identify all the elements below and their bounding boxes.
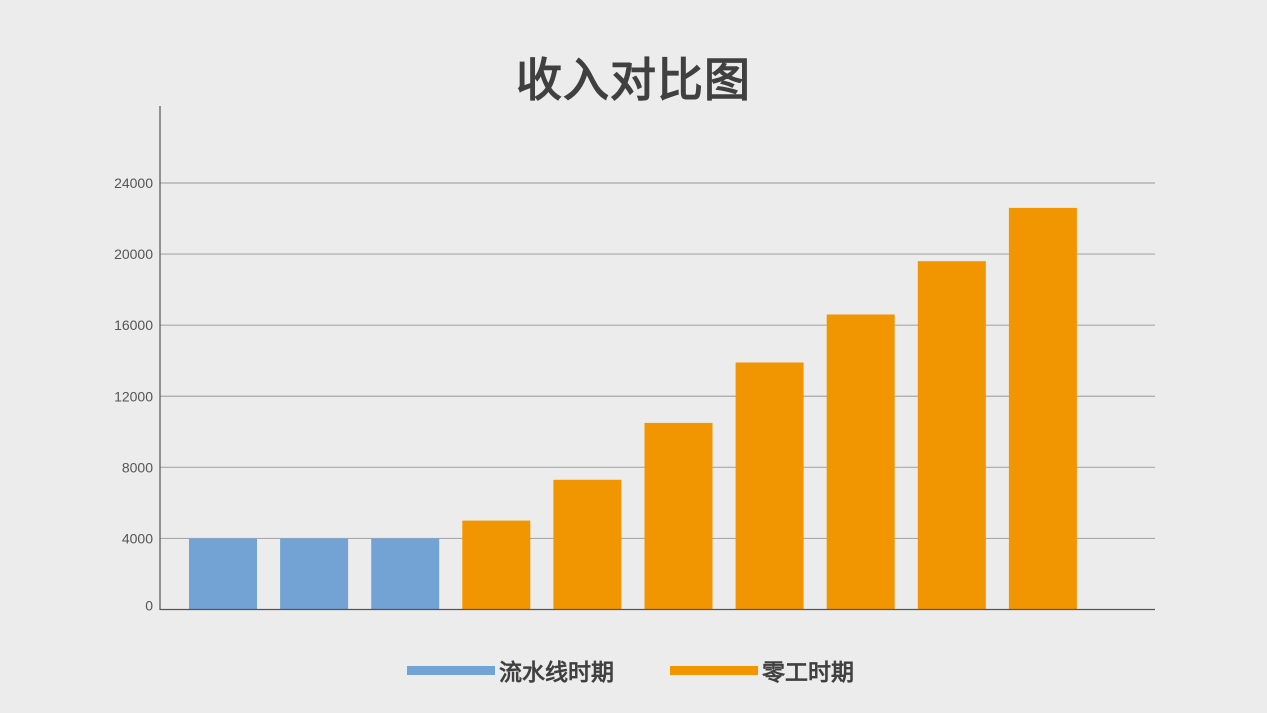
bar-assembly-line-2 xyxy=(280,538,349,610)
legend-item-gig-work: 零工时期 xyxy=(670,652,854,688)
bar-assembly-line-1 xyxy=(189,538,257,610)
legend-swatch-assembly-line xyxy=(407,665,495,675)
bar-gig-work-8 xyxy=(826,314,895,610)
y-tick-label: 0 xyxy=(145,598,153,614)
y-tick-label: 24000 xyxy=(114,175,153,191)
chart-title: 收入对比图 xyxy=(516,53,751,107)
bar-gig-work-4 xyxy=(462,520,531,610)
legend-swatch-gig-work xyxy=(670,665,758,675)
y-tick-label: 20000 xyxy=(114,246,153,262)
y-tick-label: 4000 xyxy=(122,530,153,546)
legend-label-gig-work: 零工时期 xyxy=(762,660,854,686)
y-tick-label: 12000 xyxy=(114,388,153,404)
bar-gig-work-7 xyxy=(735,362,804,610)
legend: 流水线时期 零工时期 xyxy=(0,652,1267,688)
bar-assembly-line-3 xyxy=(371,538,440,610)
bar-gig-work-5 xyxy=(553,479,622,610)
legend-item-assembly-line: 流水线时期 xyxy=(407,652,614,688)
bar-gig-work-10 xyxy=(1008,207,1077,610)
y-tick-labels: 0 4000 8000 12000 16000 20000 24000 xyxy=(114,175,153,614)
bar-gig-work-9 xyxy=(917,261,986,610)
y-tick-label: 16000 xyxy=(114,317,153,333)
bars xyxy=(189,207,1077,610)
legend-label-assembly-line: 流水线时期 xyxy=(499,660,614,686)
y-tick-label: 8000 xyxy=(122,459,153,475)
bar-gig-work-6 xyxy=(644,422,713,610)
